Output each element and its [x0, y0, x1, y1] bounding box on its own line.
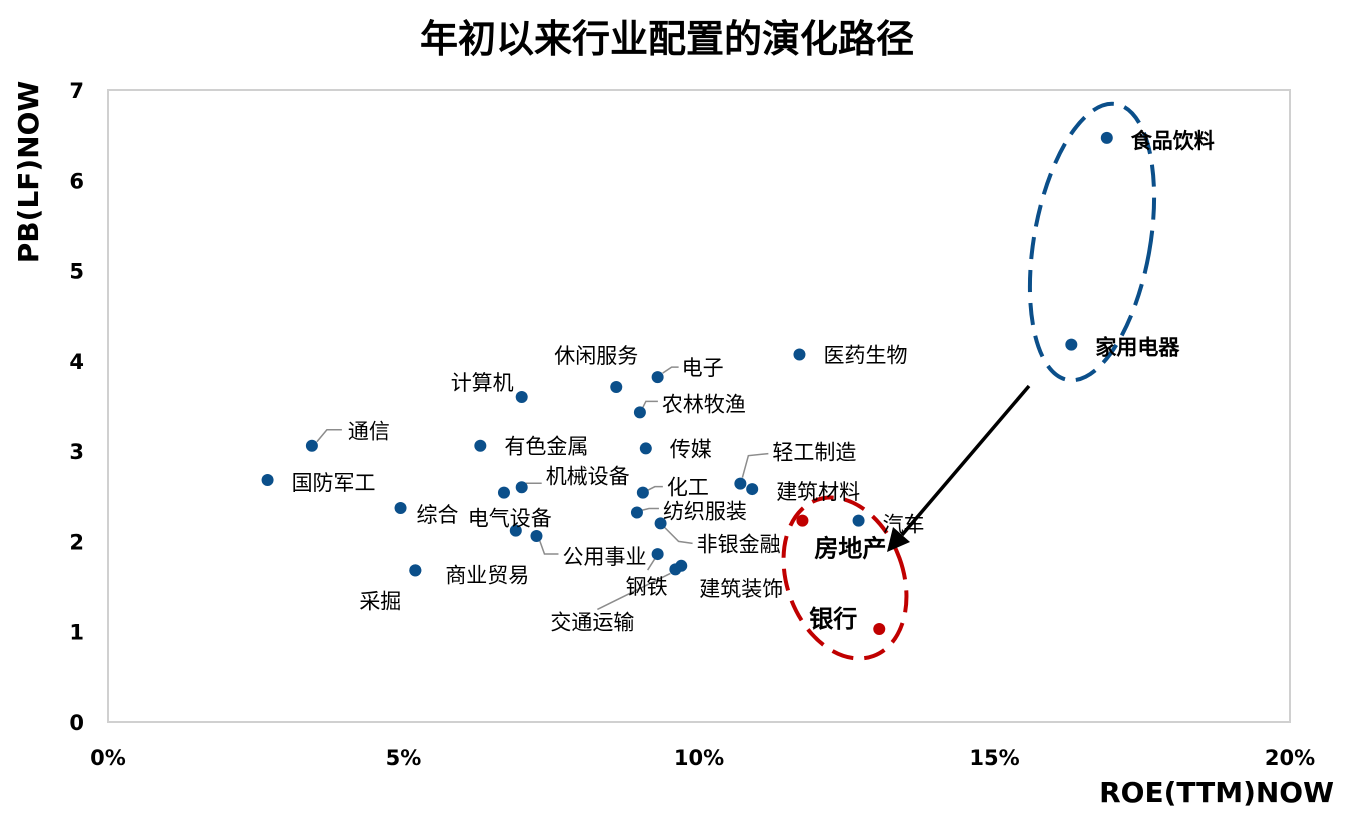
data-label: 交通运输	[550, 610, 634, 634]
y-tick-label: 6	[69, 169, 84, 193]
data-label: 银行	[809, 605, 857, 633]
data-point	[669, 563, 682, 576]
data-label: 传媒	[670, 437, 712, 461]
leader-line	[646, 485, 663, 492]
x-tick-label: 10%	[674, 746, 724, 770]
leader-line	[741, 452, 769, 478]
data-label: 计算机	[451, 371, 514, 395]
data-point	[515, 390, 528, 403]
y-tick-label: 4	[69, 350, 84, 374]
data-point	[530, 530, 543, 543]
data-label: 医药生物	[823, 344, 907, 368]
ellipse-red-highlight	[781, 495, 909, 661]
x-tick-label: 0%	[90, 746, 126, 770]
leader-line	[316, 428, 342, 443]
y-tick-label: 0	[69, 711, 84, 735]
x-tick-label: 20%	[1265, 746, 1315, 770]
data-point	[793, 348, 806, 361]
data-point	[873, 623, 886, 636]
data-point	[639, 442, 652, 455]
x-axis-title: ROE(TTM)NOW	[1099, 776, 1334, 809]
y-axis: 0 1 2 3 4 5 6 7	[69, 79, 84, 735]
data-point	[394, 502, 407, 515]
leader-line	[538, 539, 559, 555]
data-point	[1065, 338, 1078, 351]
data-point	[1100, 131, 1113, 144]
data-point	[509, 524, 522, 537]
x-tick-label: 5%	[386, 746, 422, 770]
data-label: 化工	[667, 476, 709, 500]
leader-line	[642, 400, 658, 408]
x-axis: 0% 5% 10% 15% 20%	[90, 746, 1315, 770]
arrow-head	[887, 527, 910, 552]
data-point	[651, 371, 664, 384]
data-point	[651, 548, 664, 561]
y-tick-label: 5	[69, 260, 84, 284]
data-point	[852, 514, 865, 527]
data-label: 纺织服装	[663, 500, 747, 524]
data-point	[630, 506, 643, 519]
plot-frame	[107, 89, 1291, 723]
leader-line	[664, 526, 693, 545]
chart-title: 年初以来行业配置的演化路径	[420, 17, 914, 61]
data-label: 轻工制造	[772, 441, 856, 465]
y-tick-label: 2	[69, 530, 84, 554]
leader-line	[597, 572, 671, 611]
data-label: 休闲服务	[554, 344, 638, 368]
y-axis-title: PB(LF)NOW	[12, 81, 45, 264]
data-label: 非银金融	[697, 532, 781, 556]
data-point	[474, 439, 487, 452]
data-label: 有色金属	[504, 435, 588, 459]
data-point	[409, 564, 422, 577]
data-label: 采掘	[359, 589, 401, 613]
data-point	[746, 483, 759, 496]
data-label: 房地产	[814, 535, 886, 563]
leader-line	[662, 366, 679, 374]
data-label: 电气设备	[468, 507, 552, 531]
leader-line	[646, 558, 656, 571]
data-label: 国防军工	[292, 471, 376, 495]
y-tick-label: 7	[69, 79, 84, 103]
data-label: 机械设备	[546, 464, 630, 488]
data-label: 汽车	[883, 513, 925, 537]
data-label: 家用电器	[1095, 336, 1180, 360]
ellipse-blue-highlight	[1027, 101, 1157, 383]
data-point	[796, 514, 809, 527]
data-point	[654, 517, 667, 530]
leader-lines	[316, 366, 769, 611]
data-label: 商业贸易	[445, 563, 529, 587]
data-label: 电子	[682, 356, 724, 380]
arrow	[887, 384, 1031, 552]
data-label: 通信	[348, 420, 390, 444]
data-label: 钢铁	[626, 575, 668, 599]
data-point	[497, 486, 510, 499]
data-point	[261, 474, 274, 487]
data-point	[734, 477, 747, 490]
y-tick-label: 1	[69, 621, 84, 645]
data-point	[515, 481, 528, 494]
data-label: 建筑装饰	[699, 577, 783, 601]
data-label: 建筑材料	[776, 480, 860, 504]
data-label: 公用事业	[562, 545, 646, 569]
leader-line	[640, 507, 659, 512]
data-label: 农林牧渔	[662, 392, 746, 416]
data-label: 食品饮料	[1131, 129, 1215, 153]
data-point	[305, 439, 318, 452]
y-tick-label: 3	[69, 440, 84, 464]
data-points	[261, 131, 1113, 636]
x-tick-label: 15%	[969, 746, 1019, 770]
arrow-line	[900, 384, 1031, 537]
data-point	[633, 406, 646, 419]
data-point	[636, 486, 649, 499]
data-point	[610, 381, 623, 394]
data-label: 综合	[417, 503, 459, 527]
